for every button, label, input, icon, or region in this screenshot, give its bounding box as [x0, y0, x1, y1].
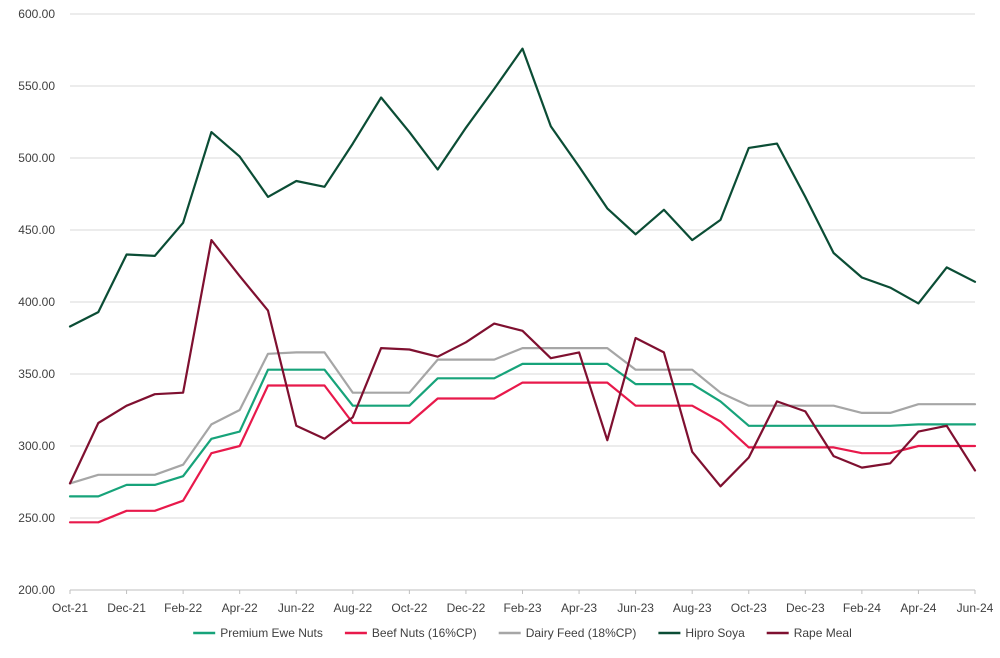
x-tick-label: Feb-22 [164, 601, 202, 615]
legend-label: Beef Nuts (16%CP) [372, 626, 477, 640]
legend-label: Hipro Soya [685, 626, 745, 640]
series-line-dairy-feed-18-cp [68, 347, 977, 485]
x-tick-label: Dec-21 [107, 601, 146, 615]
series-line-premium-ewe-nuts [68, 362, 977, 498]
x-tick-label: Oct-21 [52, 601, 88, 615]
gridlines [70, 13, 975, 591]
x-tick-label: Jun-22 [278, 601, 315, 615]
y-tick-label: 450.00 [18, 223, 55, 237]
legend-item: Beef Nuts (16%CP) [344, 626, 477, 640]
legend-item: Dairy Feed (18%CP) [498, 626, 637, 640]
series-line-hipro-soya [68, 47, 977, 328]
legend-label: Rape Meal [794, 626, 852, 640]
x-tick-label: Apr-23 [561, 601, 597, 615]
y-tick-label: 550.00 [18, 79, 55, 93]
y-tick-label: 300.00 [18, 439, 55, 453]
x-tick-label: Feb-23 [503, 601, 541, 615]
legend-item: Hipro Soya [658, 626, 745, 640]
legend-item: Premium Ewe Nuts [193, 626, 323, 640]
x-tick-label: Aug-23 [673, 601, 712, 615]
y-tick-label: 400.00 [18, 295, 55, 309]
series-line-rape-meal [68, 239, 977, 488]
series-line-beef-nuts-16-cp [68, 381, 977, 524]
y-tick-label: 600.00 [18, 7, 55, 21]
legend-label: Dairy Feed (18%CP) [526, 626, 637, 640]
x-tick-label: Jun-23 [617, 601, 654, 615]
x-tick-label: Jun-24 [957, 601, 994, 615]
y-tick-label: 250.00 [18, 511, 55, 525]
x-tick-label: Dec-23 [786, 601, 825, 615]
y-tick-label: 200.00 [18, 583, 55, 597]
series-lines [68, 47, 977, 524]
legend-label: Premium Ewe Nuts [220, 626, 323, 640]
x-tick-label: Dec-22 [447, 601, 486, 615]
x-axis: Oct-21 Dec-21 Feb-22 Apr-22 Jun-22 Aug-22 Oct-… [52, 590, 994, 615]
x-tick-label: Apr-22 [222, 601, 258, 615]
legend: Premium Ewe Nuts Beef Nuts (16%CP) Dairy F… [193, 626, 852, 640]
x-tick-label: Aug-22 [333, 601, 372, 615]
legend-item: Rape Meal [766, 626, 852, 640]
x-tick-label: Feb-24 [843, 601, 881, 615]
y-tick-label: 500.00 [18, 151, 55, 165]
x-tick-label: Oct-23 [731, 601, 767, 615]
x-tick-label: Oct-22 [391, 601, 427, 615]
x-tick-label: Apr-24 [900, 601, 936, 615]
y-tick-label: 350.00 [18, 367, 55, 381]
y-axis: 200.00 250.00 300.00 350.00 400.00 450.00 500.… [18, 7, 55, 597]
